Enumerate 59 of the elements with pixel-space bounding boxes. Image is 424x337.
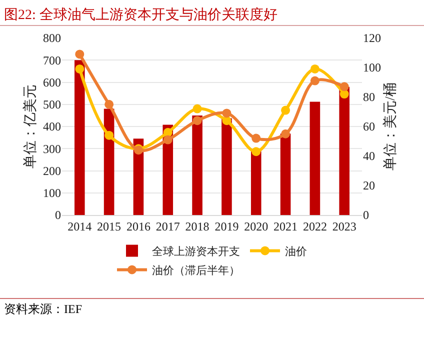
point	[75, 64, 84, 74]
point	[104, 130, 114, 140]
point	[310, 64, 320, 74]
point	[104, 100, 114, 109]
x-tick-label: 2023	[332, 219, 356, 234]
y-tick-label: 0	[55, 208, 61, 222]
y-axis-title: 单位：亿美元	[22, 84, 39, 168]
y2-tick-label: 60	[363, 120, 375, 134]
point	[340, 82, 349, 92]
y2-tick-label: 20	[363, 178, 375, 193]
x-tick-label: 2015	[97, 219, 122, 234]
point	[252, 134, 261, 143]
y2-axis-title: 单位：美元/桶	[382, 82, 398, 170]
chart-title: 图22: 全球油气上游资本开支与油价关联度好	[0, 0, 424, 26]
point	[163, 128, 172, 137]
bar	[192, 115, 202, 215]
y2-tick-label: 40	[363, 149, 375, 164]
legend-label: 油价（滞后半年）	[152, 264, 240, 278]
y-tick-label: 400	[43, 120, 61, 134]
y2-tick-label: 120	[363, 31, 381, 46]
point	[281, 106, 290, 115]
point	[310, 76, 320, 86]
y-tick-label: 100	[43, 186, 61, 200]
point	[222, 108, 232, 118]
bar	[222, 118, 232, 215]
point	[192, 116, 202, 126]
point	[163, 135, 172, 144]
bar	[310, 102, 320, 215]
x-tick-label: 2014	[68, 219, 92, 234]
x-tick-label: 2017	[156, 219, 180, 234]
point	[281, 129, 290, 138]
legend-label: 油价	[285, 245, 307, 258]
x-tick-label: 2018	[185, 219, 210, 234]
y2-tick-label: 100	[363, 60, 381, 75]
y-tick-label: 600	[43, 75, 61, 90]
y-tick-label: 500	[43, 98, 61, 112]
bar	[104, 108, 114, 215]
point	[192, 104, 202, 114]
y2-tick-label: 0	[363, 208, 369, 222]
legend-label: 全球上游资本开支	[152, 245, 240, 258]
bar	[339, 86, 350, 215]
bar	[280, 134, 291, 215]
point	[340, 90, 349, 99]
x-tick-label: 2021	[274, 219, 298, 234]
x-tick-label: 2022	[302, 219, 327, 234]
point	[222, 116, 232, 126]
y2-tick-label: 80	[363, 90, 375, 104]
y-tick-label: 700	[43, 53, 61, 68]
y-tick-label: 800	[43, 31, 61, 46]
x-tick-label: 2019	[214, 219, 239, 234]
x-tick-label: 2020	[244, 219, 268, 234]
bar	[250, 151, 262, 215]
bar	[74, 60, 85, 215]
text: 资料来源：IEF	[0, 298, 424, 320]
x-tick-label: 2016	[126, 219, 150, 234]
y-tick-label: 300	[43, 142, 61, 156]
point	[252, 147, 261, 156]
point	[75, 50, 84, 59]
y-tick-label: 200	[43, 164, 61, 178]
